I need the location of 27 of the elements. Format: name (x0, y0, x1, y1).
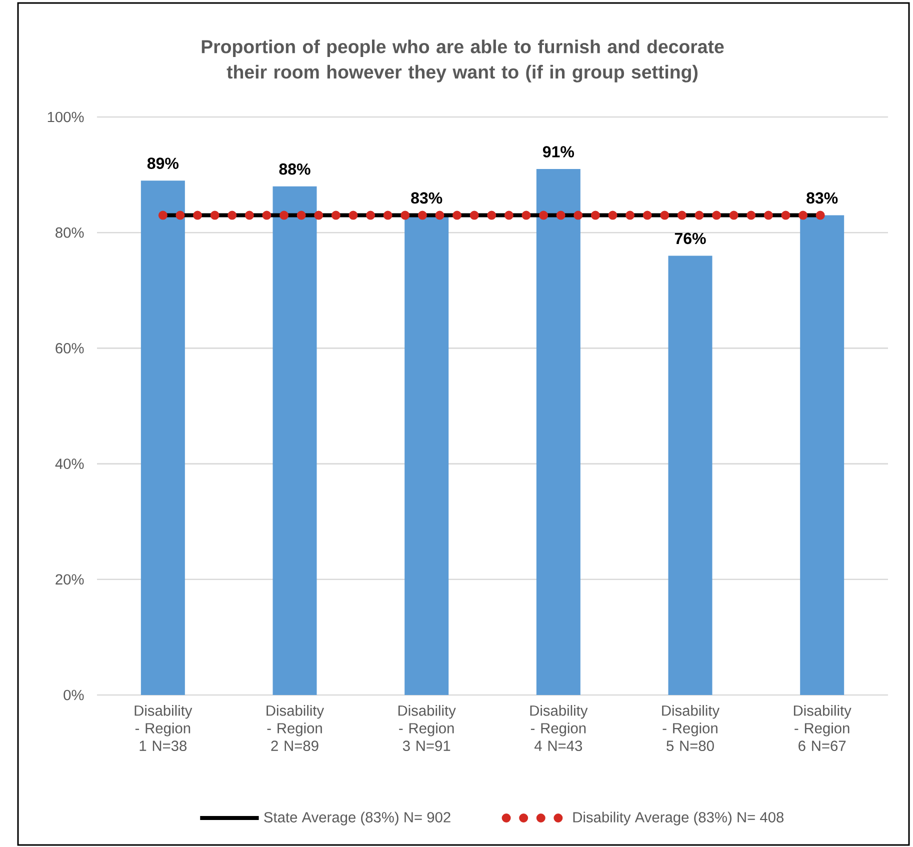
chart-title: Proportion of people who are able to furnish and decorate their room however they want to (if in group setting) (202, 40, 724, 82)
y-tick-label: 60% (56, 343, 84, 354)
legend-label: Disability Average (83%) N= 408 (573, 812, 784, 826)
x-tick-label: Disability - Region 3 N=91 (398, 705, 456, 752)
y-tick-label: 40% (55, 458, 84, 469)
y-tick-label: 0% (64, 690, 84, 700)
data-label: 91% (542, 146, 574, 158)
x-tick-label: Disability - Region 5 N=80 (662, 705, 720, 752)
data-label: 83% (806, 192, 838, 204)
y-tick-label: 20% (56, 574, 84, 585)
data-label: 88% (279, 163, 310, 175)
data-label: 89% (147, 158, 178, 169)
bar (800, 215, 844, 695)
bar (668, 256, 712, 695)
data-label: 83% (411, 192, 442, 204)
bar (272, 186, 317, 695)
bar (140, 180, 185, 695)
x-tick-label: Disability - Region 6 N=67 (794, 705, 852, 752)
data-label: 76% (674, 232, 706, 244)
y-tick-label: 80% (56, 227, 84, 238)
legend-label: State Average (83%) N= 902 (264, 812, 450, 826)
bar (536, 169, 580, 695)
x-tick-label: Disability - Region 1 N=38 (134, 705, 192, 752)
x-tick-label: Disability - Region 2 N=89 (266, 705, 324, 752)
bar (404, 215, 449, 695)
y-tick-label: 100% (48, 112, 84, 122)
x-tick-label: Disability - Region 4 N=43 (530, 705, 588, 752)
